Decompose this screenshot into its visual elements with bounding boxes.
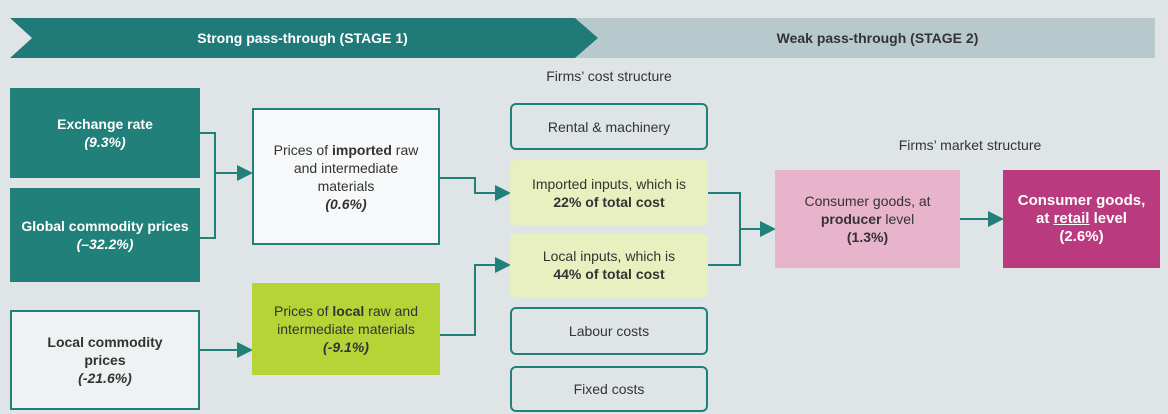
label: local [332, 303, 365, 319]
stage-label: Weak pass-through (STAGE 2) [776, 30, 979, 46]
cost-box: Imported inputs, which is 22% of total c… [510, 160, 708, 225]
value: (–32.2%) [76, 236, 134, 252]
heading: Firms’ market structure [898, 137, 1042, 153]
value: (0.6%) [325, 195, 367, 212]
label: 44% of total cost [553, 266, 665, 282]
stage-arrow [10, 18, 598, 58]
label: raw and intermediate materials [277, 303, 418, 337]
value: (1.3%) [846, 229, 889, 245]
driver-box: Local commodity prices (-21.6%) [10, 310, 200, 410]
label: Consumer goods, at [1017, 192, 1146, 227]
cost-box: Local inputs, which is 44% of total cost [510, 233, 708, 297]
label: 22% of total cost [553, 193, 665, 210]
label: raw and intermediate materials [293, 141, 419, 194]
heading: Firms’ cost structure [546, 68, 672, 84]
driver-box: Global commodity prices (–32.2%) [10, 188, 200, 282]
label: Consumer goods, at [804, 193, 931, 209]
label: imported [332, 141, 392, 158]
label: producer [820, 211, 882, 227]
goods-box: Consumer goods, at producer level (1.3%) [775, 170, 960, 268]
value: (-9.1%) [323, 339, 369, 355]
label: level [1089, 210, 1127, 227]
stage-arrow [575, 18, 1155, 58]
stage-label: Strong pass-through (STAGE 1) [197, 30, 408, 46]
label: Local commodity prices [47, 334, 163, 368]
cost-box: Fixed costs [510, 366, 708, 412]
value: (2.6%) [1059, 228, 1104, 245]
label: level [881, 211, 915, 227]
value: (9.3%) [84, 134, 126, 150]
cost-box: Rental & machinery [510, 103, 708, 150]
connector [200, 132, 216, 239]
material-box: Prices of local raw and intermediate mat… [252, 283, 440, 375]
cost-box: Labour costs [510, 307, 708, 355]
label: Fixed costs [573, 381, 645, 397]
label: Rental & machinery [547, 118, 671, 135]
label: Local inputs, which is [542, 248, 676, 264]
label: Global commodity prices [21, 218, 189, 234]
label: Labour costs [568, 323, 650, 339]
label: retail [1053, 210, 1090, 227]
label: Prices of [273, 141, 332, 158]
arrow [440, 257, 511, 336]
label: Imported inputs, which is [531, 175, 687, 192]
value: (-21.6%) [78, 370, 132, 386]
arrow [440, 177, 511, 201]
label: Exchange rate [57, 116, 153, 132]
goods-box: Consumer goods, at retail level (2.6%) [1003, 170, 1160, 268]
driver-box: Exchange rate (9.3%) [10, 88, 200, 178]
connector [708, 192, 741, 266]
material-box: Prices of imported raw and intermediate … [252, 108, 440, 245]
label: Prices of [274, 303, 333, 319]
